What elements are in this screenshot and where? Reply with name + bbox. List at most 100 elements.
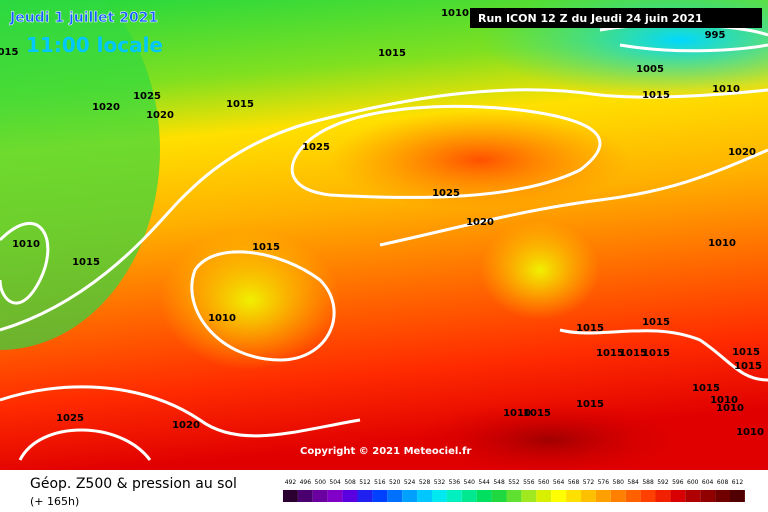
isobar-label: 1020 [728,147,756,158]
scale-label: 552 [508,479,520,486]
field [410,400,690,480]
scale-label: 596 [672,479,684,486]
scale-swatch [730,490,745,502]
scale-swatch [536,490,552,502]
scale-label: 540 [464,479,476,486]
field [480,220,600,320]
scale-label: 588 [642,479,654,486]
scale-label: 604 [702,479,714,486]
isobar-label: 1015 [596,348,624,359]
isobar-label: 1010 [441,8,469,19]
scale-label: 556 [523,479,535,486]
scale-swatch [446,490,462,502]
scale-swatch [595,490,611,502]
isobar-label: 015 [0,47,18,58]
isobar [379,148,768,247]
scale-label: 532 [434,479,446,486]
scale-swatch [610,490,626,502]
isobar-label: 1015 [252,242,280,253]
scale-swatch [581,490,596,502]
scale-swatch [372,490,388,502]
scale-swatch [283,490,298,502]
isobar-label: 1025 [133,91,161,102]
scale-swatch [700,490,716,502]
scale-label: 504 [329,479,341,486]
scale-swatch [506,490,522,502]
isobar-label: 1005 [636,64,664,75]
scale-swatch [476,490,492,502]
scale-swatch [417,490,432,502]
isobar-label: 1020 [92,102,120,113]
time: 11:00 locale [26,33,163,57]
isobar-label: 1015 [523,408,551,419]
scale-label: 492 [285,479,297,486]
scale-label: 572 [583,479,595,486]
isobar-label: 1010 [503,408,531,419]
scale-swatch [670,490,686,502]
scale-label: 584 [627,479,639,486]
scale-swatch [640,490,656,502]
run: Run ICON 12 Z du Jeudi 24 juin 2021 [478,12,703,25]
isobar-label: 1015 [378,48,406,59]
scale-label: 580 [613,479,625,486]
scale-swatch [566,490,581,502]
isobar-label: 995 [705,30,726,41]
isobar [0,221,50,305]
isobar-label: 1015 [619,348,647,359]
isobar-label: 1015 [576,323,604,334]
scale-swatch [655,490,671,502]
scale-label: 576 [598,479,610,486]
scale-swatch [297,490,313,502]
isobar-label: 1015 [642,348,670,359]
scale-swatch [625,490,641,502]
date: Jeudi 1 juillet 2021 [9,10,158,26]
isobar-label: 1010 [716,403,744,414]
isobar [18,428,152,461]
isobar [0,88,768,332]
scale-label: 512 [359,479,371,486]
scale-label: 500 [315,479,327,486]
scale-label: 612 [732,479,744,486]
scale-swatch [312,490,328,502]
isobar-label: 1015 [734,361,762,372]
scale-swatch [342,490,358,502]
color-scale: 492 496 500 504 508 512 516 520 524 528 532 536 540 5… [283,479,745,502]
run-box [470,8,762,28]
isobar-label: 1025 [302,142,330,153]
scale-label: 600 [687,479,699,486]
scale-label: 536 [449,479,461,486]
scale-swatch [461,490,477,502]
isobar [290,104,602,199]
isobar-label: 1010 [12,239,40,250]
isobar-label: 1020 [172,420,200,431]
isobar-label: 1025 [432,188,460,199]
field [330,110,630,210]
scale-label: 496 [300,479,312,486]
scale-label: 544 [478,479,490,486]
scale-swatch [402,490,418,502]
isobar-label: 1010 [712,84,740,95]
isobar-label: 1015 [226,99,254,110]
scale-swatch [715,490,730,502]
isobar-label: 1015 [692,383,720,394]
scale-label: 548 [493,479,505,486]
scale-label: 516 [374,479,386,486]
isobar-label: 1015 [732,347,760,358]
scale-label: 564 [553,479,565,486]
scale-label: 520 [389,479,401,486]
isobar-label: 1010 [710,395,738,406]
scale-label: 592 [657,479,669,486]
isobar-label: 1025 [56,413,84,424]
scale-label: 524 [404,479,416,486]
scale-label: 568 [568,479,580,486]
isobar-label: 1015 [642,90,670,101]
isobar-label: 1015 [72,257,100,268]
copyright: Copyright © 2021 Meteociel.fr [300,446,471,457]
isobar [190,250,336,362]
isobar-label: 1010 [208,313,236,324]
isobar-label: 1010 [708,238,736,249]
scale-label: 508 [344,479,356,486]
